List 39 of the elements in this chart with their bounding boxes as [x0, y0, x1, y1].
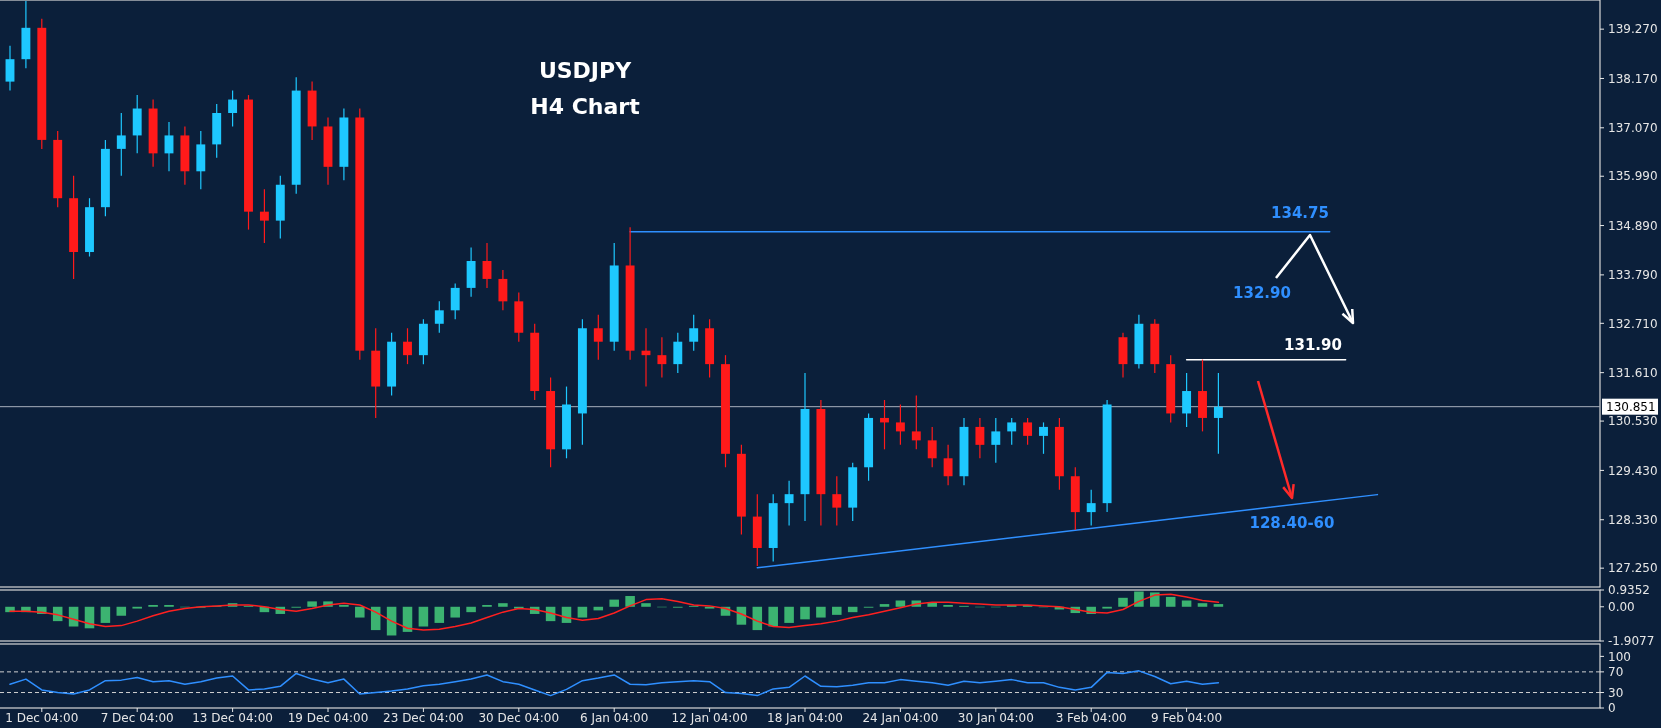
- x-tick-label: 12 Jan 04:00: [671, 711, 748, 725]
- y-tick-label: 127.250: [1608, 561, 1658, 576]
- text: H4 Chart: [530, 94, 641, 119]
- x-tick-label: 23 Dec 04:00: [383, 711, 464, 725]
- x-tick-label: 24 Jan 04:00: [862, 711, 939, 725]
- annotation: 134.75: [1271, 204, 1329, 222]
- y-tick-label: 70: [1608, 665, 1624, 680]
- y-tick-label: 0: [1608, 701, 1616, 716]
- y-tick-label: 129.430: [1608, 463, 1658, 478]
- y-tick-label: 0.00: [1608, 599, 1635, 614]
- x-tick-label: 3 Feb 04:00: [1055, 711, 1127, 725]
- y-tick-label: 30: [1608, 685, 1624, 700]
- x-tick-label: 30 Jan 04:00: [957, 711, 1034, 725]
- y-tick-label: 128.330: [1608, 512, 1658, 527]
- y-tick-label: 130.530: [1608, 414, 1658, 429]
- y-tick-label: 139.270: [1608, 22, 1658, 37]
- y-tick-label: 133.790: [1608, 268, 1658, 283]
- y-tick-label: 134.890: [1608, 218, 1658, 233]
- text: USDJPY: [538, 58, 633, 83]
- x-tick-label: 6 Jan 04:00: [580, 711, 649, 725]
- y-tick-label: 137.070: [1608, 121, 1658, 135]
- x-tick-label: 30 Dec 04:00: [478, 711, 560, 725]
- x-tick-label: 1 Dec 04:00: [5, 711, 79, 725]
- ref-line-label: 130.851: [1606, 399, 1656, 414]
- annotation: 131.90: [1284, 336, 1342, 354]
- x-tick-label: 7 Dec 04:00: [100, 711, 174, 725]
- y-tick-label: 100: [1608, 649, 1631, 664]
- x-tick-label: 18 Jan 04:00: [767, 711, 843, 725]
- x-tick-label: 13 Dec 04:00: [192, 711, 273, 725]
- annotation: 132.90: [1233, 284, 1291, 302]
- y-tick-label: 0.9352: [1608, 583, 1650, 598]
- x-tick-label: 9 Feb 04:00: [1151, 711, 1223, 725]
- x-tick-label: 19 Dec 04:00: [287, 711, 369, 725]
- y-tick-label: 131.610: [1608, 365, 1658, 380]
- y-tick-label: 138.170: [1608, 71, 1658, 86]
- y-tick-label: 135.990: [1608, 169, 1658, 184]
- y-tick-label: -1.9077: [1608, 634, 1655, 649]
- annotation: 128.40-60: [1249, 514, 1335, 532]
- y-tick-label: 132.710: [1608, 316, 1658, 331]
